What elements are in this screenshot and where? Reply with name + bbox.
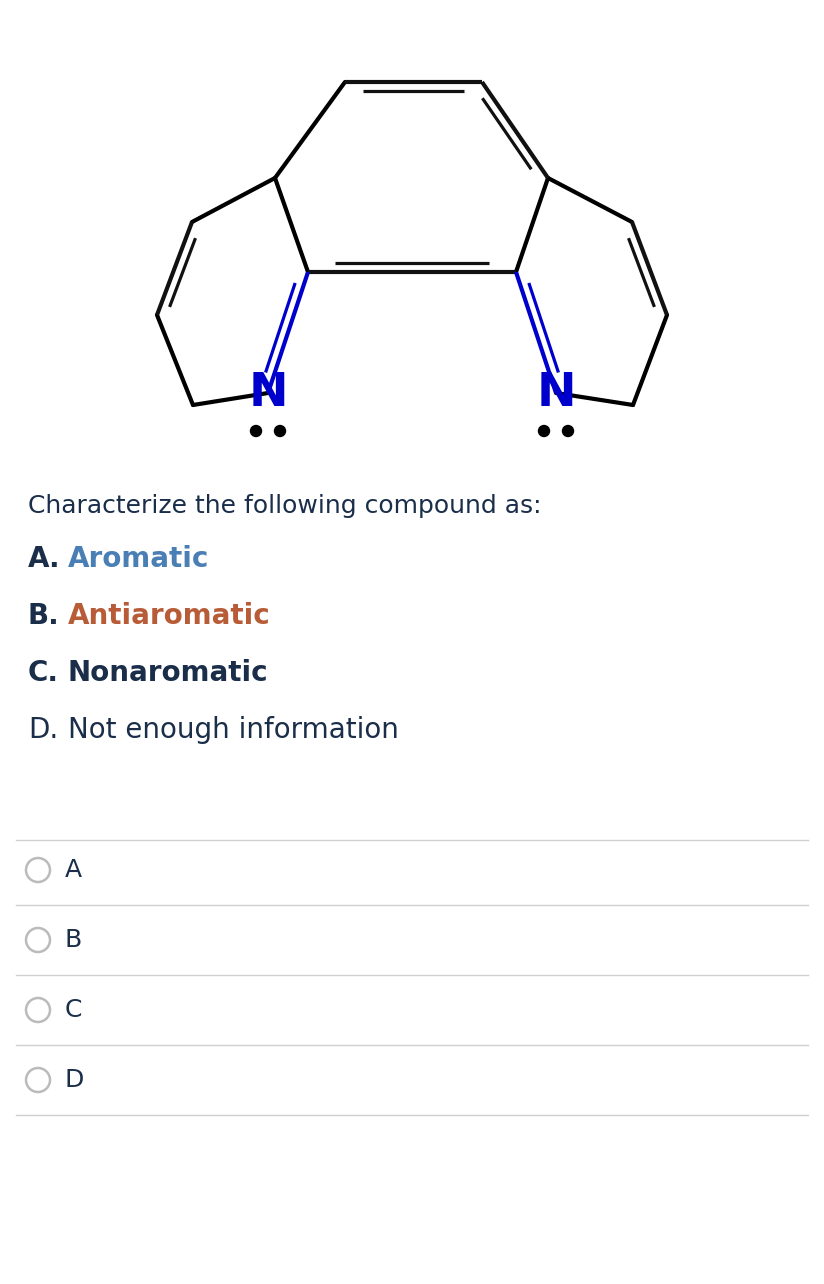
Text: Nonaromatic: Nonaromatic bbox=[68, 659, 269, 687]
Text: D.: D. bbox=[28, 716, 59, 743]
Text: B: B bbox=[65, 928, 82, 951]
Text: B.: B. bbox=[28, 602, 60, 630]
Text: A.: A. bbox=[28, 544, 61, 573]
Text: C: C bbox=[65, 998, 82, 1022]
Circle shape bbox=[274, 425, 285, 437]
Text: A: A bbox=[65, 858, 82, 882]
Circle shape bbox=[250, 425, 261, 437]
Text: C.: C. bbox=[28, 659, 59, 687]
Text: Antiaromatic: Antiaromatic bbox=[68, 602, 271, 630]
Text: D: D bbox=[65, 1068, 84, 1091]
Circle shape bbox=[539, 425, 550, 437]
Text: Aromatic: Aromatic bbox=[68, 544, 209, 573]
Text: Not enough information: Not enough information bbox=[68, 716, 399, 743]
Text: Characterize the following compound as:: Characterize the following compound as: bbox=[28, 494, 541, 517]
Text: N: N bbox=[536, 371, 576, 416]
Circle shape bbox=[563, 425, 574, 437]
Text: N: N bbox=[248, 371, 288, 416]
